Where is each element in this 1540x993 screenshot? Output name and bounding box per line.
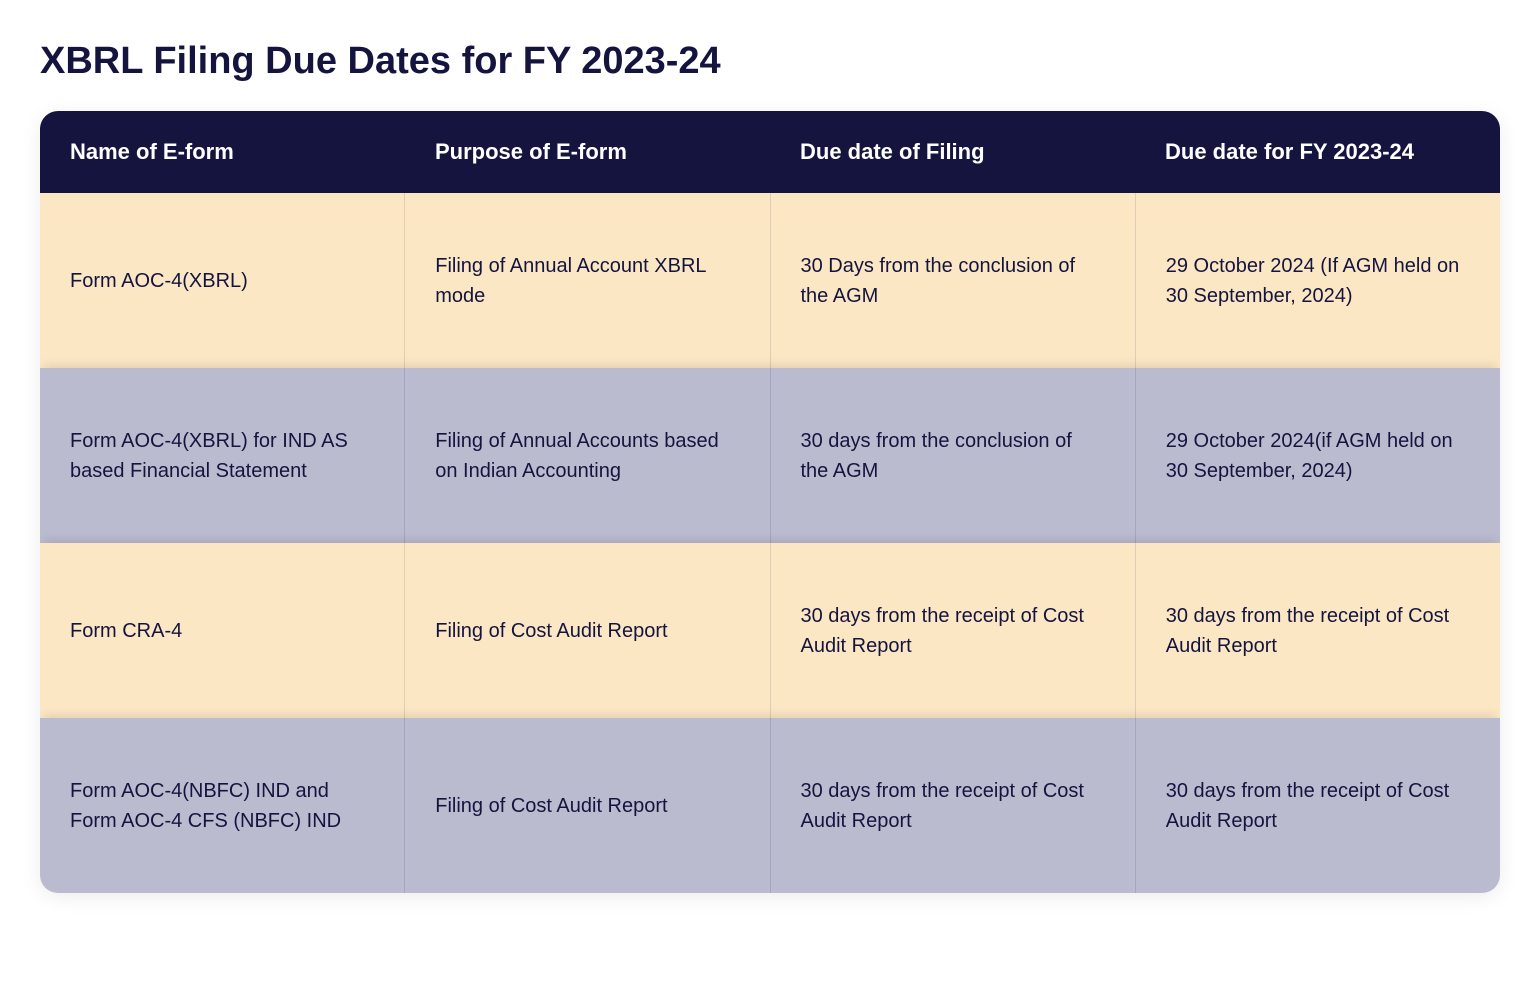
table-row: Form CRA-4 Filing of Cost Audit Report 3… — [40, 543, 1500, 718]
column-header-due-date-fy: Due date for FY 2023-24 — [1135, 111, 1500, 193]
page-container: XBRL Filing Due Dates for FY 2023-24 Nam… — [40, 40, 1500, 893]
cell-name: Form AOC-4(XBRL) for IND AS based Financ… — [40, 368, 405, 543]
table-header: Name of E-form Purpose of E-form Due dat… — [40, 111, 1500, 193]
cell-name: Form AOC-4(XBRL) — [40, 193, 405, 368]
column-header-name: Name of E-form — [40, 111, 405, 193]
cell-purpose: Filing of Cost Audit Report — [405, 543, 770, 718]
cell-name: Form AOC-4(NBFC) IND and Form AOC-4 CFS … — [40, 718, 405, 893]
table-body: Form AOC-4(XBRL) Filing of Annual Accoun… — [40, 193, 1500, 893]
cell-due-date-fy: 30 days from the receipt of Cost Audit R… — [1136, 543, 1500, 718]
cell-due-date: 30 Days from the conclusion of the AGM — [771, 193, 1136, 368]
cell-due-date-fy: 29 October 2024(if AGM held on 30 Septem… — [1136, 368, 1500, 543]
cell-purpose: Filing of Annual Account XBRL mode — [405, 193, 770, 368]
cell-due-date: 30 days from the receipt of Cost Audit R… — [771, 718, 1136, 893]
cell-due-date: 30 days from the receipt of Cost Audit R… — [771, 543, 1136, 718]
table-row: Form AOC-4(NBFC) IND and Form AOC-4 CFS … — [40, 718, 1500, 893]
filing-table: Name of E-form Purpose of E-form Due dat… — [40, 111, 1500, 893]
page-title: XBRL Filing Due Dates for FY 2023-24 — [40, 40, 1500, 83]
cell-name: Form CRA-4 — [40, 543, 405, 718]
cell-purpose: Filing of Cost Audit Report — [405, 718, 770, 893]
table-row: Form AOC-4(XBRL) Filing of Annual Accoun… — [40, 193, 1500, 368]
cell-due-date: 30 days from the conclusion of the AGM — [771, 368, 1136, 543]
column-header-purpose: Purpose of E-form — [405, 111, 770, 193]
table-row: Form AOC-4(XBRL) for IND AS based Financ… — [40, 368, 1500, 543]
cell-due-date-fy: 30 days from the receipt of Cost Audit R… — [1136, 718, 1500, 893]
column-header-due-date: Due date of Filing — [770, 111, 1135, 193]
cell-due-date-fy: 29 October 2024 (If AGM held on 30 Septe… — [1136, 193, 1500, 368]
cell-purpose: Filing of Annual Accounts based on India… — [405, 368, 770, 543]
